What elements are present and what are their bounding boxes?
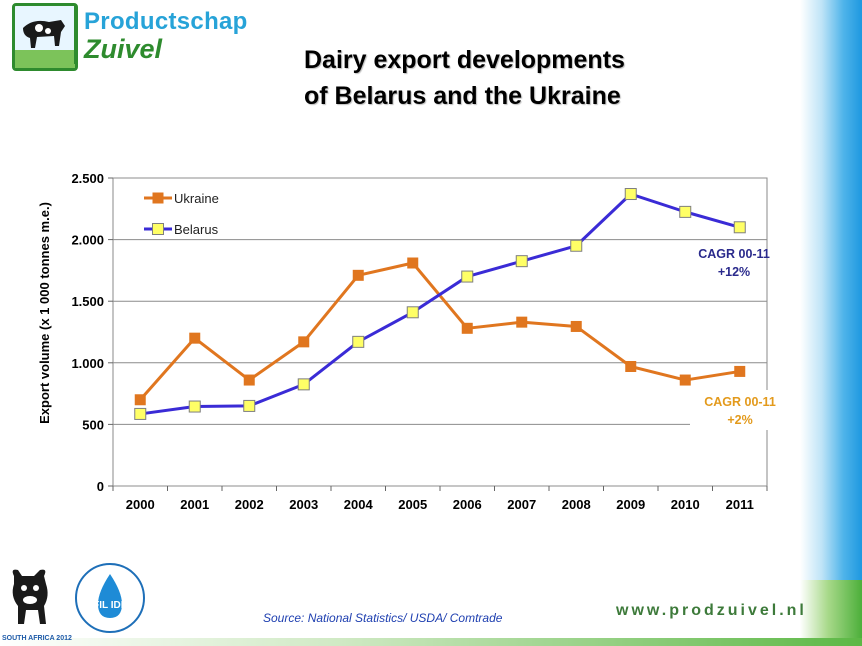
decorative-right-band-green xyxy=(800,580,862,646)
source-note: Source: National Statistics/ USDA/ Comtr… xyxy=(263,611,503,625)
series-line-ukraine xyxy=(139,261,740,401)
cagr-annotation-ukraine: CAGR 00-11 +2% xyxy=(690,390,794,430)
summit-label: SOUTH AFRICA 2012 xyxy=(2,635,72,642)
x-tick-label: 2007 xyxy=(507,497,536,512)
logo-divider xyxy=(74,4,76,64)
cagr-ukraine-line1: CAGR 00-11 xyxy=(704,395,776,409)
data-point-ukraine xyxy=(352,269,364,281)
fil-idf-text: FIL IDF xyxy=(93,600,127,611)
y-tick-label: 500 xyxy=(82,417,104,432)
data-point-belarus xyxy=(515,255,528,268)
y-axis-label: Export volume (x 1 000 tonnes m.e.) xyxy=(37,202,52,424)
data-point-ukraine xyxy=(298,336,310,348)
data-point-ukraine xyxy=(734,365,746,377)
legend: Ukraine Belarus xyxy=(144,191,219,237)
data-point-ukraine xyxy=(134,394,146,406)
x-tick-label: 2001 xyxy=(180,497,209,512)
data-point-ukraine xyxy=(407,257,419,269)
data-point-belarus xyxy=(624,188,637,201)
logo-text-productschap: Productschap xyxy=(84,8,248,35)
website-link[interactable]: www.prodzuivel.nl xyxy=(616,602,807,619)
x-tick-label: 2009 xyxy=(616,497,645,512)
y-tick-label: 0 xyxy=(97,479,104,494)
x-tick-label: 2011 xyxy=(726,497,754,512)
data-point-belarus xyxy=(406,306,419,319)
title-line-1: Dairy export developments xyxy=(304,46,625,74)
data-point-ukraine xyxy=(189,332,201,344)
logo-text-zuivel: Zuivel xyxy=(84,34,163,64)
x-tick-label: 2003 xyxy=(289,497,318,512)
data-point-ukraine xyxy=(243,374,255,386)
data-point-belarus xyxy=(461,270,474,283)
y-tick-label: 2.500 xyxy=(71,171,104,186)
world-dairy-summit-cow-icon xyxy=(4,566,58,632)
data-point-belarus xyxy=(134,407,147,420)
series-lines xyxy=(134,188,746,420)
cagr-belarus-line2: +12% xyxy=(718,265,750,279)
cagr-ukraine-line2: +2% xyxy=(727,413,752,427)
data-point-ukraine xyxy=(625,360,637,372)
y-axis-ticks: 0 500 1.000 1.500 2.000 2.500 xyxy=(71,171,113,494)
data-point-ukraine xyxy=(461,322,473,334)
data-point-belarus xyxy=(188,400,201,413)
x-tick-label: 2000 xyxy=(126,497,155,512)
y-tick-label: 2.000 xyxy=(71,233,104,248)
legend-marker-belarus xyxy=(152,223,164,235)
y-tick-label: 1.000 xyxy=(71,356,104,371)
page-title: Dairy export developments of Belarus and… xyxy=(304,42,625,114)
x-tick-label: 2004 xyxy=(344,497,374,512)
fil-idf-logo-icon: FIL IDF xyxy=(74,562,146,634)
legend-label-ukraine: Ukraine xyxy=(174,191,219,206)
cow-logo-icon xyxy=(12,3,78,71)
x-tick-label: 2002 xyxy=(235,497,264,512)
data-point-ukraine xyxy=(516,316,528,328)
data-point-belarus xyxy=(679,205,692,218)
cagr-annotation-belarus: CAGR 00-11 +12% xyxy=(698,247,770,279)
x-tick-label: 2005 xyxy=(398,497,427,512)
data-point-belarus xyxy=(243,399,256,412)
cagr-belarus-line1: CAGR 00-11 xyxy=(698,247,770,261)
data-point-belarus xyxy=(570,239,583,252)
legend-label-belarus: Belarus xyxy=(174,222,219,237)
data-point-ukraine xyxy=(679,374,691,386)
data-point-ukraine xyxy=(570,320,582,332)
data-point-belarus xyxy=(297,378,310,391)
title-line-2: of Belarus and the Ukraine xyxy=(304,82,621,110)
data-point-belarus xyxy=(733,221,746,234)
x-tick-label: 2008 xyxy=(562,497,591,512)
y-tick-label: 1.500 xyxy=(71,294,104,309)
data-point-belarus xyxy=(352,335,365,348)
decorative-right-band xyxy=(800,0,862,646)
x-tick-label: 2006 xyxy=(453,497,482,512)
x-tick-label: 2010 xyxy=(671,497,700,512)
legend-marker-ukraine xyxy=(152,192,164,204)
series-line-belarus xyxy=(140,192,741,416)
decorative-bottom-band xyxy=(0,638,862,646)
x-axis-ticks: 2000 2001 2002 2003 2004 2005 2006 2007 2008 2009… xyxy=(112,486,768,512)
